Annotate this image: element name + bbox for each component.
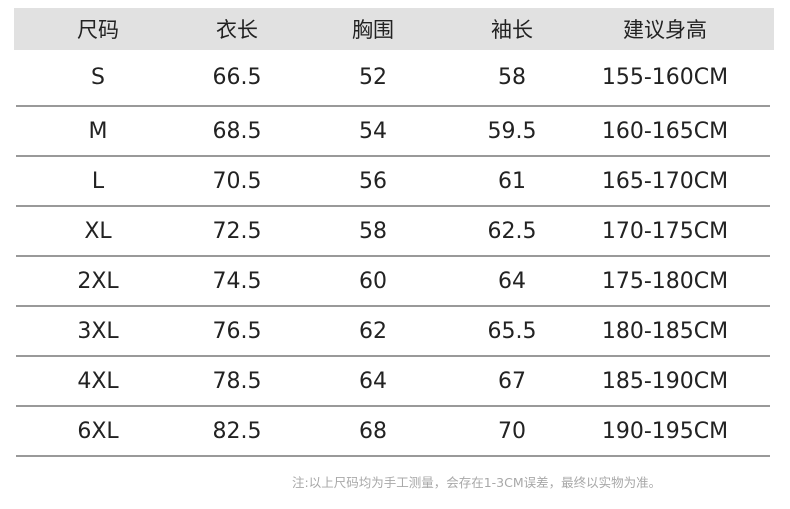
column-header: 袖长 [491,18,533,42]
table-cell: 66.5 [212,65,262,90]
table-cell: 2XL [77,268,119,294]
table-row: M 68.5 54 59.5 160-165CM [16,107,770,157]
table-cell: 64 [359,368,387,394]
table-cell: 62 [359,318,387,344]
table-cell: 58 [498,65,526,90]
table-cell: 59.5 [487,118,537,144]
table-header: 尺码 衣长 胸围 袖长 建议身高 [14,8,774,50]
table-cell: 58 [359,218,387,244]
table-cell: 62.5 [487,218,537,244]
table-cell: 175-180CM [601,268,729,294]
table-cell: 68.5 [212,118,262,144]
table-cell: 64 [498,268,526,294]
table-cell: 180-185CM [601,318,729,344]
table-row: XL 72.5 58 62.5 170-175CM [16,207,770,257]
table-cell: 82.5 [212,418,262,444]
table-cell: L [91,168,105,194]
table-cell: 67 [498,368,526,394]
table-cell: 60 [359,268,387,294]
table-cell: 56 [359,168,387,194]
table-cell: 155-160CM [601,65,729,90]
table-cell: 61 [498,168,526,194]
table-row: S 66.5 52 58 155-160CM [16,50,770,107]
table-cell: 170-175CM [601,218,729,244]
table-cell: 185-190CM [601,368,729,394]
measurement-note: 注:以上尺码均为手工测量，会存在1-3CM误差，最终以实物为准。 [292,475,662,490]
table-row: 6XL 82.5 68 70 190-195CM [16,407,770,457]
column-header: 建议身高 [623,18,707,42]
table-cell: 54 [359,118,387,144]
table-cell: 78.5 [212,368,262,394]
table-cell: 4XL [77,368,119,394]
table-cell: 65.5 [487,318,537,344]
table-cell: 52 [359,65,387,90]
column-header: 尺码 [77,18,119,42]
table-cell: 6XL [77,418,119,444]
table-cell: 70 [498,418,526,444]
table-cell: 160-165CM [601,118,729,144]
table-cell: 72.5 [212,218,262,244]
table-row: L 70.5 56 61 165-170CM [16,157,770,207]
table-row: 3XL 76.5 62 65.5 180-185CM [16,307,770,357]
table-cell: M [88,118,108,144]
table-cell: 165-170CM [601,168,729,194]
table-cell: XL [84,218,112,244]
column-header: 胸围 [352,18,394,42]
table-cell: 76.5 [212,318,262,344]
table-cell: 3XL [77,318,119,344]
table-cell: S [91,65,105,90]
table-cell: 190-195CM [601,418,729,444]
column-header: 衣长 [216,18,258,42]
table-row: 2XL 74.5 60 64 175-180CM [16,257,770,307]
table-cell: 74.5 [212,268,262,294]
table-row: 4XL 78.5 64 67 185-190CM [16,357,770,407]
table-cell: 70.5 [212,168,262,194]
table-cell: 68 [359,418,387,444]
